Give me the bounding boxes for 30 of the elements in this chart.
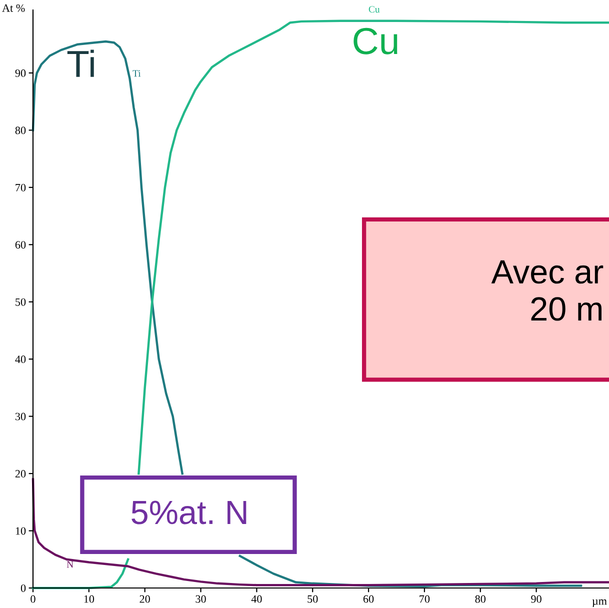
y-tick-label: 70 [16, 184, 26, 192]
x-axis-title: µm [592, 599, 607, 607]
y-tick-label: 90 [15, 69, 26, 77]
x-tick-label: 0 [30, 595, 36, 603]
line-series [32, 478, 609, 586]
y-tick-label: 40 [15, 356, 26, 364]
annotation: 5%at. N [132, 500, 246, 524]
y-tick-label: 20 [15, 470, 26, 478]
y-tick-label: 30 [15, 412, 26, 420]
x-tick-label: 80 [475, 595, 486, 603]
y-axis-title: At % [2, 4, 25, 12]
series-label: Ti [132, 70, 141, 77]
annotation: Avec ar 20 m [491, 260, 604, 321]
x-tick-label: 10 [84, 595, 94, 603]
x-tick-label: 70 [420, 595, 430, 603]
annotation: Cu [354, 28, 398, 54]
y-tick-label: 50 [16, 298, 26, 306]
y-tick-label: 0 [20, 584, 26, 592]
y-tick-label: 60 [15, 241, 26, 249]
x-tick-label: 20 [140, 595, 150, 603]
series-label: N [66, 561, 74, 568]
x-tick-label: 90 [531, 595, 542, 603]
x-tick-label: 40 [251, 595, 262, 603]
annotation: Ti [67, 50, 94, 77]
y-tick-label: 80 [15, 126, 26, 134]
series-label: Cu [368, 6, 380, 13]
y-tick-label: 10 [16, 527, 26, 535]
x-tick-label: 50 [308, 595, 318, 603]
x-tick-label: 60 [363, 595, 374, 603]
x-tick-label: 30 [196, 595, 206, 603]
